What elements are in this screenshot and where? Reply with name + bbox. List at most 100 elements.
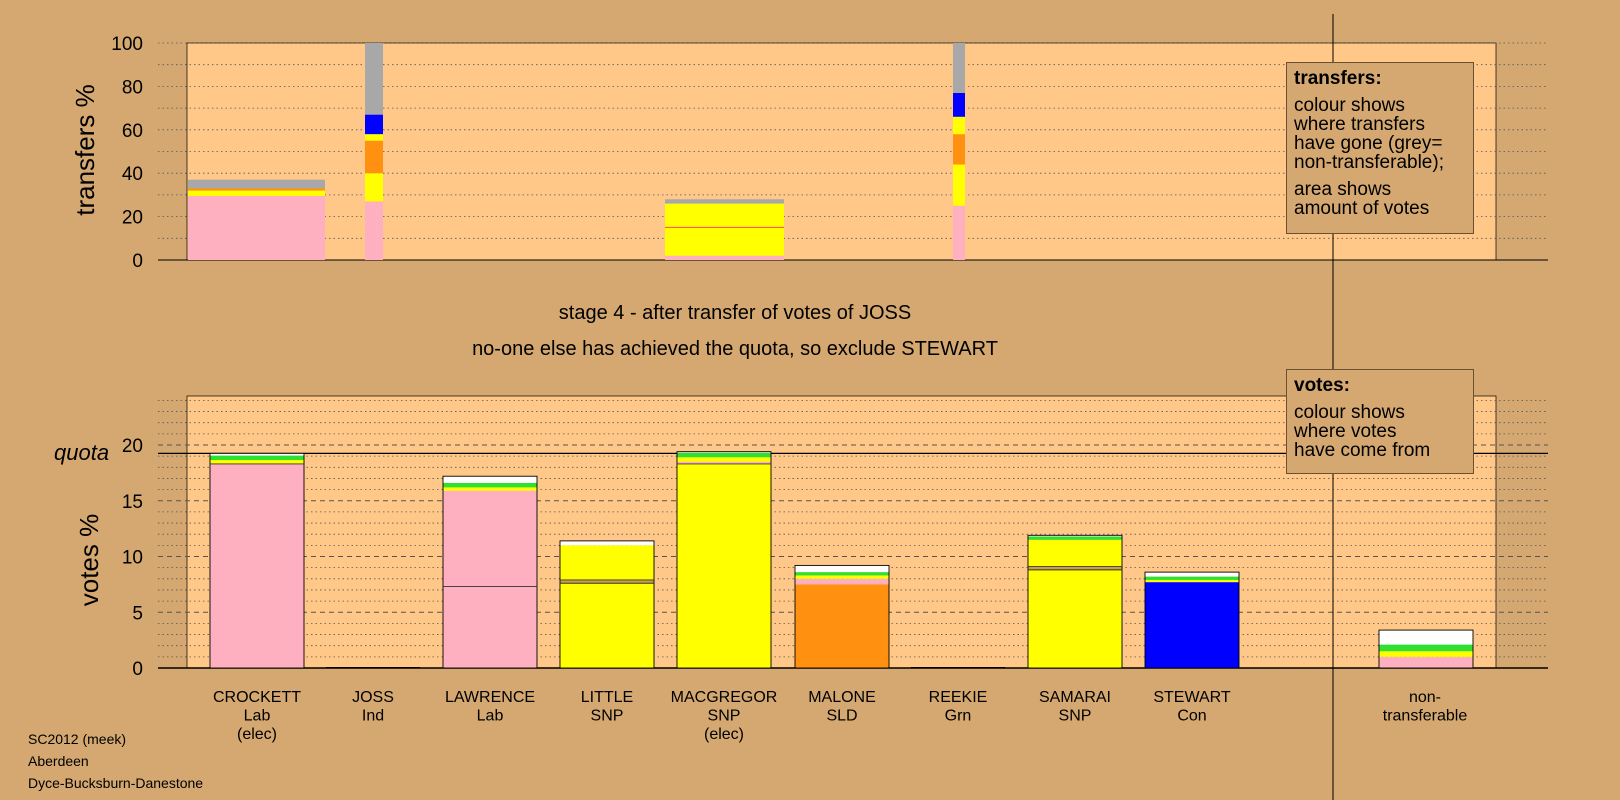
category-label: REEKIE	[929, 689, 988, 706]
transfer-segment	[953, 43, 965, 93]
vote-segment	[443, 482, 537, 488]
vote-segment	[443, 476, 537, 483]
vote-segment	[1145, 582, 1239, 668]
category-label: CROCKETT	[213, 689, 301, 706]
vote-bar-non-transferable	[1378, 629, 1474, 669]
transfer-segment	[188, 195, 325, 260]
transfers-legend-line: non-transferable);	[1294, 152, 1444, 173]
category-label: Ind	[362, 708, 384, 725]
votes-chart: 05101520CROCKETTLab(elec)JOSSIndLAWRENCE…	[122, 395, 1548, 743]
vote-segment	[443, 586, 537, 668]
vote-bar-outline	[794, 564, 890, 669]
vote-segment	[677, 451, 771, 453]
votes-tick-label: 15	[122, 492, 143, 513]
transfer-segment	[953, 134, 965, 165]
vote-segment	[677, 452, 771, 458]
category-label: Lab	[477, 708, 504, 725]
footer-ward: Dyce-Bucksburn-Danestone	[28, 775, 204, 791]
vote-segment	[795, 572, 889, 576]
transfers-legend: transfers: colour shows where transfers …	[1286, 62, 1474, 234]
category-label: LAWRENCE	[445, 689, 535, 706]
category-label: MALONE	[808, 689, 876, 706]
vote-bar-outline	[1144, 571, 1240, 669]
transfer-segment	[665, 199, 784, 204]
vote-segment	[795, 584, 889, 668]
vote-segment	[210, 463, 304, 668]
transfer-segment	[188, 190, 325, 196]
category-label: SNP	[708, 708, 741, 725]
transfers-legend-line: where transfers	[1294, 114, 1425, 135]
vote-segment	[795, 578, 889, 585]
transfer-segment	[188, 188, 325, 191]
votes-axis-label: votes %	[74, 514, 104, 607]
vote-bar-little	[559, 540, 655, 669]
footer-council: Aberdeen	[28, 753, 89, 769]
transfer-segment	[953, 205, 965, 260]
transfer-segment	[953, 92, 965, 117]
vote-segment	[677, 463, 771, 668]
vote-segment	[795, 565, 889, 573]
vote-segment	[1145, 579, 1239, 583]
transfers-axis-label: transfers %	[70, 84, 100, 216]
vote-segment	[1028, 535, 1122, 537]
vote-segment	[1379, 651, 1473, 657]
vote-segment	[1028, 539, 1122, 567]
vote-segment	[1028, 569, 1122, 668]
vote-bar-malone	[794, 564, 890, 669]
votes-legend-title: votes:	[1294, 375, 1350, 396]
votes-tick-label: 5	[132, 603, 143, 624]
transfer-segment	[665, 255, 784, 260]
category-label: LITTLE	[581, 689, 633, 706]
transfer-segment	[365, 140, 383, 174]
vote-segment	[795, 575, 889, 579]
vote-bar-lawrence	[442, 475, 538, 669]
transfers-legend-line: area shows	[1294, 179, 1392, 200]
vote-segment	[560, 583, 654, 668]
transfer-segment	[665, 227, 784, 256]
quota-label: quota	[54, 440, 109, 465]
transfers-legend-line: colour shows	[1294, 95, 1405, 116]
category-label: MACGREGOR	[671, 689, 778, 706]
vote-segment	[560, 579, 654, 584]
category-label: SNP	[591, 708, 624, 725]
vote-segment	[1028, 566, 1122, 570]
votes-legend-line: colour shows	[1294, 402, 1405, 423]
transfers-legend-title: transfers:	[1294, 68, 1382, 89]
vote-bar-outline	[442, 475, 538, 669]
vote-segment	[1145, 576, 1239, 580]
transfers-tick-label: 0	[132, 251, 143, 272]
vote-segment	[1379, 630, 1473, 645]
category-label: STEWART	[1153, 689, 1231, 706]
vote-bar-samarai	[1027, 534, 1123, 669]
transfer-segment	[365, 114, 383, 135]
category-label: Con	[1177, 708, 1206, 725]
transfer-segment	[365, 43, 383, 115]
action-caption: no-one else has achieved the quota, so e…	[472, 338, 998, 360]
transfer-segment	[953, 164, 965, 206]
vote-segment	[1379, 644, 1473, 652]
votes-tick-label: 20	[122, 436, 143, 457]
transfer-segment	[365, 201, 383, 260]
transfer-segment	[953, 116, 965, 135]
category-label: (elec)	[237, 726, 277, 743]
category-label: SNP	[1059, 708, 1092, 725]
transfer-segment	[365, 134, 383, 141]
vote-segment	[560, 540, 654, 546]
vote-segment	[1379, 656, 1473, 668]
vote-bar-macgregor	[676, 451, 772, 669]
transfers-tick-label: 40	[122, 164, 143, 185]
transfer-column-reekie	[953, 43, 965, 260]
votes-legend-line: have come from	[1294, 440, 1431, 461]
category-label: JOSS	[352, 689, 394, 706]
transfers-legend-line: amount of votes	[1294, 198, 1430, 219]
vote-segment	[210, 453, 304, 456]
vote-bar-outline	[559, 540, 655, 669]
footer: SC2012 (meek) Aberdeen Dyce-Bucksburn-Da…	[28, 728, 203, 794]
vote-segment	[443, 490, 537, 587]
stage-caption: stage 4 - after transfer of votes of JOS…	[559, 302, 911, 324]
vote-segment	[1028, 536, 1122, 540]
vote-bar-outline	[1027, 534, 1123, 669]
transfer-segment	[665, 203, 784, 228]
vote-segment	[443, 487, 537, 491]
